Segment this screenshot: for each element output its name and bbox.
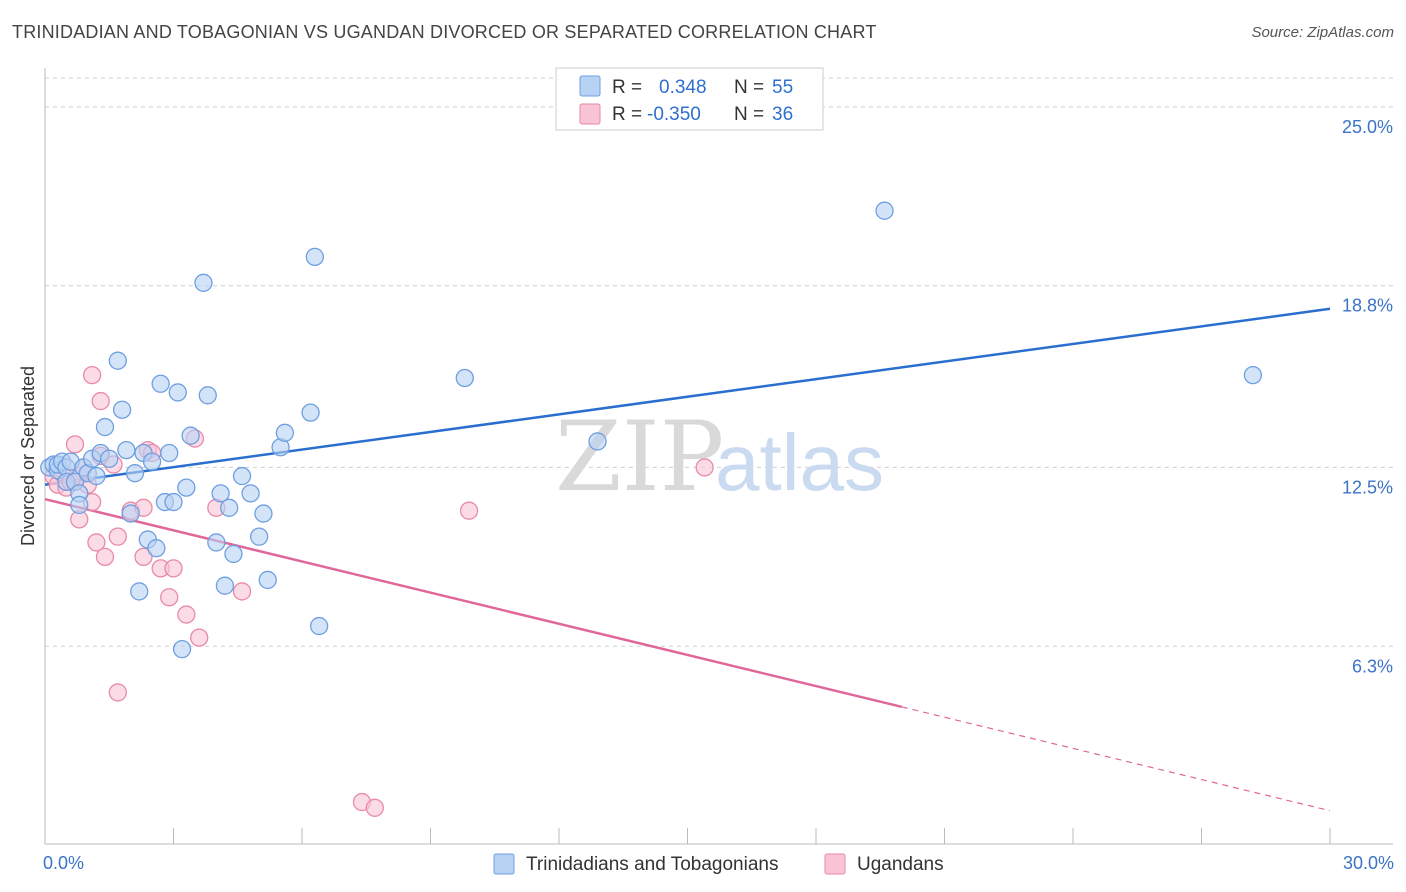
legend-r-label: R =	[612, 77, 642, 98]
data-point-blue	[211, 484, 230, 503]
data-point-blue	[168, 383, 187, 402]
data-point-pink	[95, 547, 115, 566]
data-point-blue	[112, 400, 132, 419]
data-point-pink	[82, 365, 102, 385]
data-point-blue	[108, 351, 127, 370]
data-point-blue	[220, 498, 239, 517]
data-point-blue	[309, 616, 329, 636]
y-tick-label: 6.3%	[1352, 656, 1393, 676]
legend-swatch-blue	[579, 75, 601, 97]
y-tick-label: 12.5%	[1342, 477, 1393, 497]
x-tick-label-max: 30.0%	[1343, 853, 1394, 873]
data-point-blue	[305, 247, 325, 266]
data-point-pink	[160, 588, 179, 607]
series-legend-swatch-pink	[824, 853, 846, 875]
data-point-pink	[190, 628, 209, 647]
axes	[44, 68, 1393, 845]
data-point-blue	[172, 640, 192, 659]
data-point-blue	[250, 527, 269, 546]
data-point-blue	[224, 544, 243, 564]
data-point-blue	[151, 374, 170, 393]
data-point-blue	[177, 478, 196, 497]
data-point-blue	[875, 201, 894, 220]
data-point-blue	[121, 504, 140, 523]
data-point-blue	[164, 492, 183, 512]
data-point-blue	[100, 449, 119, 468]
data-point-blue	[232, 466, 252, 486]
trend-line-pink	[44, 497, 902, 709]
data-point-blue	[181, 426, 200, 445]
data-point-blue	[241, 484, 260, 503]
data-point-blue	[87, 466, 106, 486]
data-point-blue	[125, 464, 145, 483]
data-point-blue	[160, 443, 179, 463]
data-point-pink	[365, 798, 384, 817]
data-point-blue	[117, 440, 136, 460]
legend-n-value: 36	[772, 104, 793, 125]
data-point-blue	[1243, 365, 1263, 385]
series-legend-label: Trinidadians and Tobagonians	[526, 854, 778, 875]
data-point-blue	[207, 533, 226, 552]
data-point-blue	[301, 403, 320, 422]
legend-swatch-pink	[579, 103, 601, 125]
legend-n-label: N =	[734, 104, 764, 125]
data-point-blue	[254, 504, 273, 523]
legend-n-label: N =	[734, 77, 764, 98]
data-point-pink	[459, 501, 479, 520]
grid	[45, 77, 1393, 647]
data-point-blue	[588, 432, 607, 451]
legend-r-label: R =	[612, 104, 642, 125]
data-point-blue	[215, 576, 235, 595]
correlation-legend: R = 0.348 N = 55 R = -0.350 N = 36	[555, 67, 824, 131]
watermark-atlas: atlas	[715, 418, 884, 507]
data-point-pink	[65, 435, 85, 454]
data-point-blue	[275, 423, 295, 442]
trend-line-blue	[44, 307, 1331, 486]
legend-r-value: 0.348	[659, 77, 707, 98]
data-point-blue	[194, 273, 213, 292]
data-point-blue	[70, 495, 89, 515]
data-point-pink	[177, 605, 196, 624]
data-point-blue	[147, 539, 166, 558]
data-point-pink	[108, 527, 127, 546]
watermark-zip: ZIP	[555, 401, 724, 513]
data-point-pink	[695, 458, 714, 477]
data-point-pink	[164, 559, 183, 578]
legend-n-value: 55	[772, 77, 793, 98]
trend-lines	[44, 307, 1331, 812]
series-legend: Trinidadians and Tobagonians Ugandans	[493, 853, 944, 875]
data-point-pink	[87, 533, 106, 552]
series-legend-swatch-blue	[493, 853, 515, 875]
data-point-pink	[108, 683, 127, 702]
data-point-pink	[91, 391, 110, 411]
data-point-blue	[198, 386, 217, 405]
y-tick-labels: 6.3% 12.5% 18.8% 25.0%	[1342, 117, 1393, 676]
data-point-blue	[130, 582, 149, 601]
data-point-pink	[134, 547, 153, 566]
legend-r-value: -0.350	[647, 104, 701, 125]
y-tick-label: 18.8%	[1342, 296, 1393, 316]
y-tick-label: 25.0%	[1342, 117, 1393, 137]
data-point-blue	[142, 452, 162, 471]
data-point-blue	[95, 417, 115, 437]
y-axis-title: Divorced or Separated	[18, 366, 38, 546]
data-point-pink	[232, 582, 252, 601]
series-legend-label: Ugandans	[857, 854, 944, 875]
chart-source: Source: ZipAtlas.com	[1251, 24, 1394, 41]
x-tick-label-min: 0.0%	[43, 853, 84, 873]
chart-title: TRINIDADIAN AND TOBAGONIAN VS UGANDAN DI…	[12, 22, 877, 42]
data-point-blue	[258, 570, 277, 590]
data-point-blue	[455, 368, 474, 388]
points	[40, 201, 1263, 817]
trend-line-extrapolated-pink	[901, 706, 1331, 812]
